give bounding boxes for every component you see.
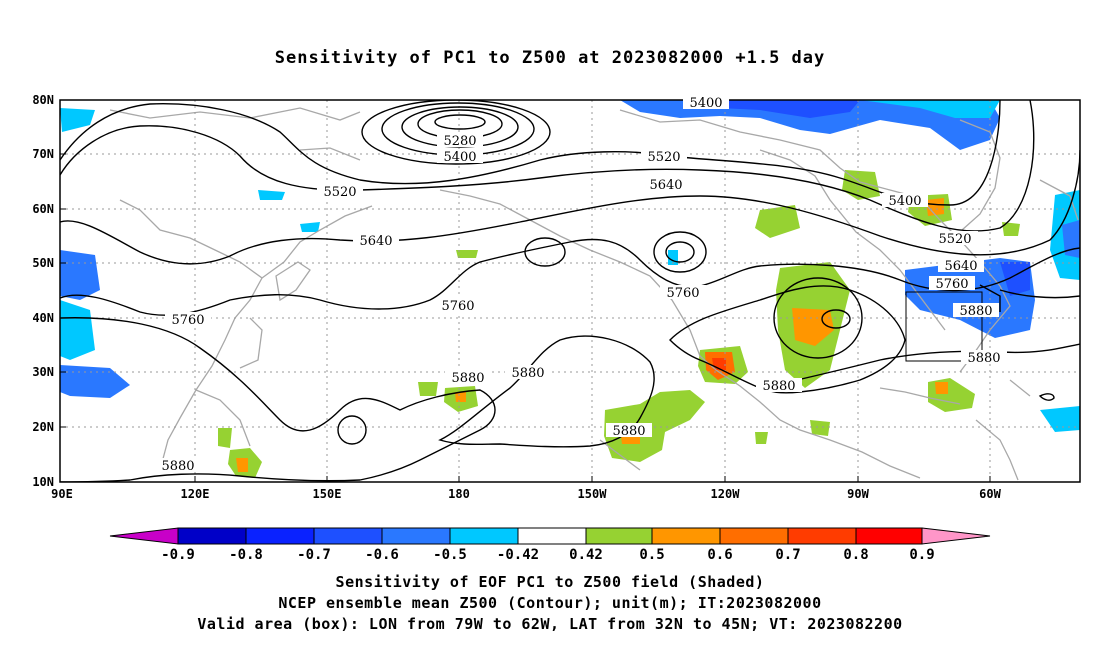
contour-label: 5400: [443, 150, 476, 165]
lon-label: 120W: [711, 487, 741, 501]
colorbar-swatch: [177, 527, 247, 545]
lon-label: 180: [448, 487, 470, 501]
lat-label: 60N: [32, 202, 54, 216]
caption-block: Sensitivity of EOF PC1 to Z500 field (Sh…: [0, 572, 1100, 635]
colorbar-label: 0.9: [909, 547, 934, 563]
contour-label: 5640: [944, 259, 977, 274]
caption-valid-area: Valid area (box): LON from 79W to 62W, L…: [197, 615, 903, 633]
contour-label: 5520: [647, 150, 680, 165]
colorbar-swatch: [109, 527, 179, 545]
contour-label: 5280: [443, 134, 476, 149]
caption-contour: NCEP ensemble mean Z500 (Contour); unit(…: [278, 594, 822, 612]
lon-labels: 90E 120E 150E 180 150W 120W 90W 60W: [51, 487, 1001, 501]
sensitivity-shading: [60, 100, 1080, 478]
contour-label: 5880: [612, 424, 645, 439]
colorbar-label: -0.7: [297, 547, 331, 563]
contour-label: 5880: [762, 379, 795, 394]
colorbar-swatch: [449, 527, 519, 545]
contour-label: 5640: [359, 234, 392, 249]
colorbar-label: -0.9: [161, 547, 195, 563]
contour-label: 5880: [967, 351, 1000, 366]
lon-label: 90E: [51, 487, 73, 501]
colorbar-swatch: [381, 527, 451, 545]
contour-label: 5760: [935, 277, 968, 292]
colorbar-label: 0.6: [707, 547, 732, 563]
contour-label: 5520: [323, 185, 356, 200]
lon-label: 150E: [313, 487, 342, 501]
lat-label: 70N: [32, 147, 54, 161]
colorbar-label: -0.6: [365, 547, 399, 563]
colorbar-label: 0.5: [639, 547, 664, 563]
colorbar-label: 0.42: [569, 547, 603, 563]
contour-label: 5880: [511, 366, 544, 381]
colorbar-swatch: [517, 527, 587, 545]
contour-label: 5880: [451, 371, 484, 386]
colorbar: -0.9 -0.8 -0.7 -0.6 -0.5 -0.42 0.42 0.5 …: [109, 527, 991, 563]
lat-labels: 80N 70N 60N 50N 40N 30N 20N 10N: [32, 93, 54, 489]
colorbar-label: -0.8: [229, 547, 263, 563]
lat-label: 10N: [32, 475, 54, 489]
colorbar-label: 0.8: [843, 547, 868, 563]
colorbar-swatch: [651, 527, 721, 545]
colorbar-swatch: [787, 527, 857, 545]
colorbar-swatch: [719, 527, 789, 545]
colorbar-swatch: [921, 527, 991, 545]
lat-label: 40N: [32, 311, 54, 325]
contour-labels: 5280 5400 5400 5400 5520 5520 5520 5640 …: [155, 96, 1007, 474]
contour-label: 5760: [171, 313, 204, 328]
colorbar-label: 0.7: [775, 547, 800, 563]
lat-label: 20N: [32, 420, 54, 434]
contour-label: 5640: [649, 178, 682, 193]
contour-label: 5760: [666, 286, 699, 301]
lon-label: 150W: [578, 487, 608, 501]
lon-label: 120E: [181, 487, 210, 501]
map-frame: [59, 99, 1081, 483]
lon-label: 90W: [847, 487, 869, 501]
colorbar-label: -0.5: [433, 547, 467, 563]
map-title: Sensitivity of PC1 to Z500 at 2023082000…: [274, 48, 826, 68]
lat-label: 50N: [32, 256, 54, 270]
contour-label: 5880: [161, 459, 194, 474]
contour-label: 5400: [689, 96, 722, 111]
frame-ticks: [60, 99, 991, 482]
colorbar-swatch: [245, 527, 315, 545]
caption-shading: Sensitivity of EOF PC1 to Z500 field (Sh…: [335, 573, 765, 591]
contour-label: 5520: [938, 232, 971, 247]
lon-label: 60W: [979, 487, 1001, 501]
colorbar-swatch: [855, 527, 923, 545]
lat-label: 80N: [32, 93, 54, 107]
contour-label: 5880: [959, 304, 992, 319]
colorbar-swatch: [585, 527, 653, 545]
valid-area-box: [905, 291, 983, 362]
colorbar-label: -0.42: [497, 547, 539, 563]
contour-label: 5760: [441, 299, 474, 314]
lat-label: 30N: [32, 365, 54, 379]
z500-contours: [60, 100, 1080, 482]
contour-label: 5400: [888, 194, 921, 209]
colorbar-swatch: [313, 527, 383, 545]
